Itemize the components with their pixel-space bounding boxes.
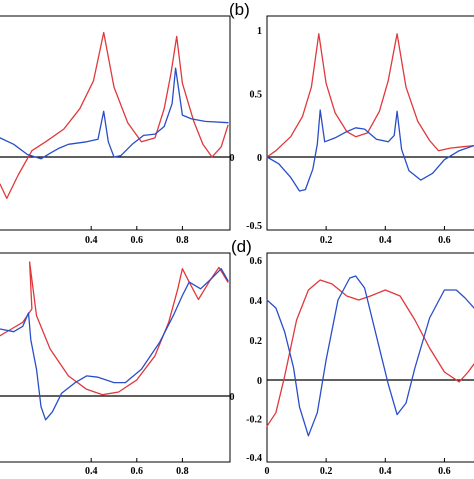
panel-b-y-tick-label: 0 bbox=[257, 153, 262, 164]
panel-d-x-tick-label: 0.4 bbox=[379, 466, 392, 474]
panel-c-x-tick-label: 0.6 bbox=[131, 466, 144, 474]
panel-d-y-tick-label: 0.6 bbox=[250, 256, 263, 267]
panel-b-x-tick-label: 0.4 bbox=[379, 235, 392, 246]
panel-b-y-tick-label: -0.5 bbox=[246, 221, 262, 232]
panel-d-x-tick-label: 0 bbox=[265, 466, 270, 474]
panel-b-frame bbox=[266, 15, 474, 231]
panel-c-y-tick-label: 0 bbox=[230, 392, 235, 403]
panel-label-b: (b) bbox=[229, 0, 250, 19]
panel-b-series-red-line bbox=[266, 33, 474, 158]
panel-a-x-tick-label: 0.4 bbox=[85, 235, 98, 246]
panel-c: 0.4 0.6 0.8 0 bbox=[0, 252, 235, 477]
panel-a-y-tick-label: 0 bbox=[230, 153, 235, 164]
panel-d-y-tick-label: -0.2 bbox=[246, 415, 262, 426]
panel-d-y-tick-label: 0 bbox=[257, 376, 262, 387]
panel-a-x-tick-label: 0.8 bbox=[176, 235, 189, 246]
panel-d-y-tick-label: -0.4 bbox=[246, 453, 262, 464]
panel-c-x-tick-label: 0.4 bbox=[85, 466, 98, 474]
panel-b-x-tick-label: 0.2 bbox=[320, 235, 333, 246]
panel-d-x-tick-label: 0.2 bbox=[320, 466, 333, 474]
panel-label-d: (d) bbox=[231, 237, 252, 256]
panel-a: 0.4 0.6 0.8 0 bbox=[0, 15, 235, 246]
panel-b-y-tick-label: 1 bbox=[257, 26, 262, 37]
panel-d: 0 0.2 0.4 0.6 0.6 0.4 0.2 0 -0.2 -0.4 bbox=[246, 252, 474, 477]
panel-b: 0.2 0.4 0.6 1 0.5 0 -0.5 bbox=[246, 15, 474, 246]
panel-b-series-blue-line bbox=[266, 109, 474, 192]
panel-c-frame bbox=[0, 252, 231, 463]
panel-d-y-tick-label: 0.2 bbox=[250, 336, 263, 347]
panel-d-series-blue-line bbox=[266, 275, 474, 437]
panel-d-y-tick-label: 0.4 bbox=[250, 296, 263, 307]
panel-a-x-tick-label: 0.6 bbox=[131, 235, 144, 246]
panel-c-x-tick-label: 0.8 bbox=[176, 466, 189, 474]
panel-a-frame bbox=[0, 15, 231, 231]
panel-d-frame bbox=[266, 252, 474, 463]
panel-c-series-blue-line bbox=[0, 268, 229, 421]
panel-a-series-red-line bbox=[0, 31, 229, 200]
panel-c-series-red-line bbox=[0, 261, 229, 396]
panel-b-x-tick-label: 0.6 bbox=[438, 235, 451, 246]
panel-a-series-blue-line bbox=[0, 67, 229, 160]
panel-b-y-tick-label: 0.5 bbox=[250, 90, 263, 101]
panel-d-series-red-line bbox=[266, 279, 474, 427]
panel-d-x-tick-label: 0.6 bbox=[438, 466, 451, 474]
